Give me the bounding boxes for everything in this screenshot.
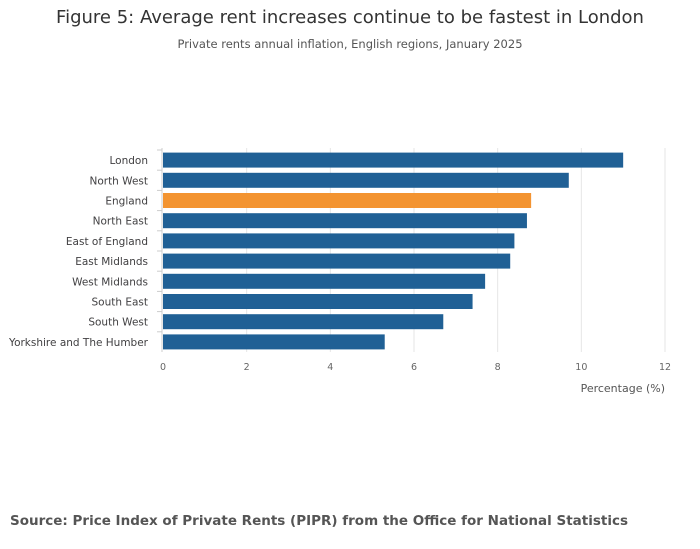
- bar-yorkshire-and-the-humber: [163, 334, 385, 350]
- category-label: East of England: [66, 236, 148, 248]
- x-tick-label: 2: [244, 362, 250, 373]
- chart-subtitle: Private rents annual inflation, English …: [177, 37, 523, 51]
- bar-north-west: [163, 172, 569, 188]
- x-tick-labels: 0 2 4 6 8 10 12: [160, 362, 671, 373]
- x-tick-label: 8: [495, 362, 501, 373]
- x-tick-label: 10: [575, 362, 587, 373]
- chart-title: Figure 5: Average rent increases continu…: [56, 7, 644, 28]
- bars: [163, 152, 624, 350]
- category-label: England: [105, 196, 148, 208]
- bar-london: [163, 152, 624, 168]
- x-tick-label: 4: [327, 362, 333, 373]
- category-label: Yorkshire and The Humber: [8, 337, 149, 349]
- bar-north-east: [163, 213, 527, 229]
- bar-south-east: [163, 294, 473, 309]
- x-tick-label: 0: [160, 362, 166, 373]
- category-label: West Midlands: [72, 276, 148, 288]
- category-label: North East: [93, 216, 148, 228]
- x-tick-label: 12: [659, 362, 671, 373]
- category-label: South East: [91, 297, 148, 309]
- bar-england: [163, 193, 532, 208]
- bar-south-west: [163, 314, 444, 330]
- x-axis-title: Percentage (%): [581, 382, 665, 395]
- category-label: East Midlands: [75, 256, 148, 268]
- category-labels: London North West England North East East of…: [8, 155, 149, 349]
- x-tick-label: 6: [411, 362, 417, 373]
- category-label: North West: [89, 175, 148, 187]
- bar-west-midlands: [163, 273, 486, 289]
- category-label: London: [110, 155, 149, 167]
- bar-east-of-england: [163, 233, 515, 249]
- source-note: Source: Price Index of Private Rents (PI…: [10, 513, 628, 529]
- category-label: South West: [88, 317, 148, 329]
- bar-east-midlands: [163, 253, 511, 269]
